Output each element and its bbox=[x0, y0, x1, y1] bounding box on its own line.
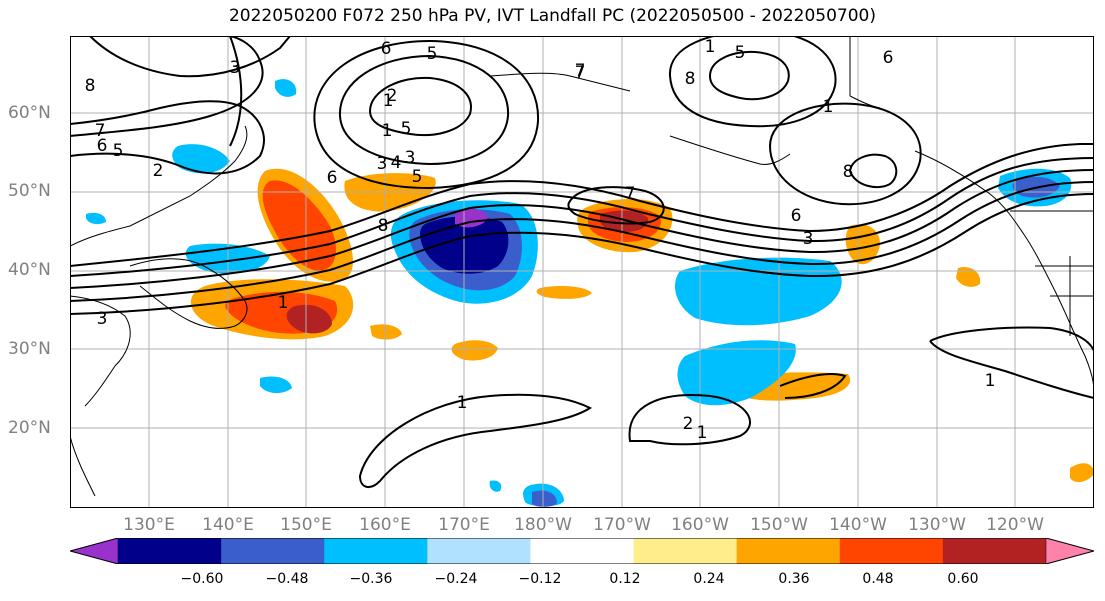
lat-label-20n: 20°N bbox=[8, 418, 51, 438]
colorbar-tick-label: 0.36 bbox=[778, 571, 810, 587]
colorbar-tick-label: 0.12 bbox=[609, 571, 641, 587]
lon-label-150w: 150°W bbox=[750, 515, 808, 535]
colorbar-segment bbox=[118, 538, 222, 564]
contour-label: 1 bbox=[382, 121, 393, 141]
contour-label: 8 bbox=[85, 76, 96, 96]
colorbar-segment bbox=[530, 538, 635, 564]
contour-label: 5 bbox=[113, 141, 124, 161]
negative-anomaly-region bbox=[455, 208, 488, 228]
lon-label-170w: 170°W bbox=[593, 515, 651, 535]
lat-label-60n: 60°N bbox=[8, 103, 51, 123]
lon-label-140w: 140°W bbox=[829, 515, 887, 535]
colorbar-segment bbox=[942, 538, 1047, 564]
positive-anomaly-region bbox=[370, 324, 402, 340]
contour-label: 6 bbox=[381, 39, 392, 59]
colorbar-tick-label: −0.48 bbox=[265, 571, 309, 587]
contour-label: 7 bbox=[95, 121, 106, 141]
colorbar-tick-label: −0.60 bbox=[180, 571, 224, 587]
positive-anomaly-region bbox=[451, 340, 498, 361]
contour-label: 2 bbox=[683, 414, 694, 434]
colorbar-tick-label: 0.48 bbox=[862, 571, 894, 587]
colorbar-tick-label: −0.24 bbox=[434, 571, 478, 587]
pv-contours bbox=[70, 36, 1094, 488]
contour-label: 1 bbox=[697, 423, 708, 443]
colorbar-tick-label: 0.24 bbox=[693, 571, 725, 587]
negative-anomaly-region bbox=[675, 257, 842, 326]
lon-label-180w: 180°W bbox=[514, 515, 572, 535]
contour-label: 5 bbox=[735, 43, 746, 63]
contour-label: 6 bbox=[791, 206, 802, 226]
colorbar-segment bbox=[736, 538, 841, 564]
contour-label: 1 bbox=[705, 37, 716, 57]
contour-label: 5 bbox=[412, 167, 423, 187]
contour-label: 8 bbox=[843, 162, 854, 182]
contour-label: 6 bbox=[883, 48, 894, 68]
colorbar-segment bbox=[427, 538, 531, 564]
colorbar-segment bbox=[324, 538, 428, 564]
contour-label: 3 bbox=[230, 58, 241, 78]
contour-label: 3 bbox=[97, 309, 108, 329]
lon-label-130w: 130°W bbox=[908, 515, 966, 535]
colorbar bbox=[70, 538, 1094, 564]
map-border bbox=[70, 36, 1094, 508]
contour-label: 5 bbox=[427, 44, 438, 64]
contour-label: 6 bbox=[327, 168, 338, 188]
negative-anomaly-region bbox=[172, 144, 230, 174]
map-panel: 6 5 3 8 5 7 6 2 5 1 6 7 2 1 5 3 4 3 5 6 … bbox=[70, 36, 1094, 508]
colorbar-tick-label: −0.36 bbox=[349, 571, 393, 587]
lon-label-130e: 130°E bbox=[123, 515, 175, 535]
colorbar-segment bbox=[221, 538, 325, 564]
colorbar-tick-label: −0.12 bbox=[518, 571, 562, 587]
contour-label: 1 bbox=[985, 371, 996, 391]
contour-label: 5 bbox=[401, 119, 412, 139]
contour-label: 1 bbox=[278, 293, 289, 313]
lat-label-50n: 50°N bbox=[8, 181, 51, 201]
contour-label: 2 bbox=[387, 86, 398, 106]
positive-anomaly-region bbox=[286, 304, 332, 334]
lon-label-120w: 120°W bbox=[986, 515, 1044, 535]
lon-label-160w: 160°W bbox=[671, 515, 729, 535]
negative-anomaly-region bbox=[86, 212, 106, 225]
contour-label: 7 bbox=[575, 61, 586, 81]
contour-label: 3 bbox=[405, 148, 416, 168]
contour-label: 3 bbox=[803, 229, 814, 249]
contour-label: 7 bbox=[575, 63, 586, 83]
negative-anomaly-region bbox=[489, 480, 502, 492]
contour-label: 8 bbox=[378, 216, 389, 236]
contour-labels: 6 5 3 8 5 7 6 2 5 1 6 7 2 1 5 3 4 3 5 6 … bbox=[85, 37, 996, 443]
contour-label: 4 bbox=[391, 153, 402, 173]
lat-label-30n: 30°N bbox=[8, 339, 51, 359]
lat-label-40n: 40°N bbox=[8, 260, 51, 280]
colorbar-extend-min bbox=[70, 538, 119, 564]
negative-anomaly-region bbox=[677, 340, 796, 406]
map-title: 2022050200 F072 250 hPa PV, IVT Landfall… bbox=[228, 6, 876, 26]
contour-label: 6 bbox=[97, 136, 108, 156]
contour-label: 1 bbox=[383, 91, 394, 111]
contour-label: 1 bbox=[823, 97, 834, 117]
lon-label-140e: 140°E bbox=[202, 515, 254, 535]
contour-label: 8 bbox=[685, 69, 696, 89]
negative-anomaly-region bbox=[260, 376, 292, 394]
negative-anomaly-region bbox=[532, 490, 557, 507]
contour-label: 2 bbox=[153, 161, 164, 181]
colorbar-segment bbox=[839, 538, 944, 564]
lon-label-160e: 160°E bbox=[359, 515, 411, 535]
positive-anomaly-region bbox=[262, 180, 337, 271]
contour-label: 7 bbox=[625, 184, 636, 204]
positive-anomaly-region bbox=[956, 266, 981, 287]
colorbar-tick-label: 0.60 bbox=[947, 571, 979, 587]
colorbar-segment bbox=[633, 538, 738, 564]
contour-label: 1 bbox=[457, 393, 468, 413]
negative-anomaly-region bbox=[275, 79, 297, 97]
colorbar-extend-max bbox=[1045, 538, 1094, 564]
positive-anomaly-region bbox=[536, 285, 592, 299]
lon-label-150e: 150°E bbox=[280, 515, 332, 535]
contour-label: 3 bbox=[377, 154, 388, 174]
positive-anomaly-region bbox=[1070, 463, 1094, 483]
lon-label-170e: 170°E bbox=[438, 515, 490, 535]
